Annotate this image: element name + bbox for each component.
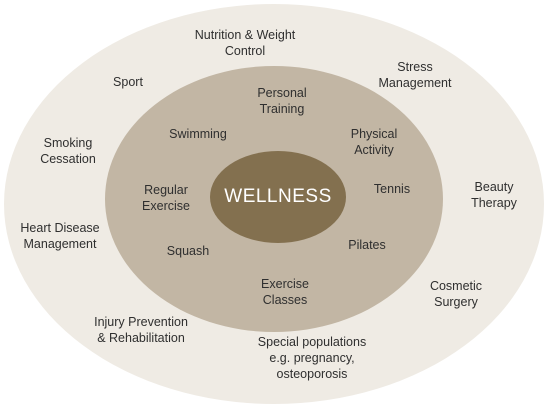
label-line: Beauty <box>474 180 514 194</box>
middle-label-tennis: Tennis <box>374 181 410 197</box>
middle-label-swimming: Swimming <box>169 126 227 142</box>
outer-label-nutrition-weight-control: Nutrition & Weight Control <box>195 27 296 59</box>
label-line: e.g. pregnancy, <box>269 351 355 365</box>
outer-label-heart-disease-management: Heart Disease Management <box>20 220 99 252</box>
label-line: Heart Disease <box>20 221 100 235</box>
label-line: Special populations <box>257 335 367 349</box>
outer-label-special-populations: Special populations e.g. pregnancy, osteop… <box>258 334 366 382</box>
label-line: Regular <box>144 183 188 197</box>
outer-label-cosmetic-surgery: Cosmetic Surgery <box>430 278 482 310</box>
label-line: Training <box>259 102 305 116</box>
label-line: Personal <box>257 86 307 100</box>
label-line: Physical <box>350 127 398 141</box>
label-line: Therapy <box>471 196 517 210</box>
middle-label-physical-activity: Physical Activity <box>351 126 398 158</box>
label-line: Tennis <box>373 182 411 196</box>
label-line: osteoporosis <box>276 367 348 381</box>
label-line: & Rehabilitation <box>97 331 185 345</box>
label-line: Pilates <box>348 238 386 252</box>
label-line: Exercise <box>261 277 309 291</box>
label-line: Exercise <box>142 199 190 213</box>
label-line: Nutrition & Weight <box>194 28 296 42</box>
label-line: Swimming <box>169 127 227 141</box>
label-line: Squash <box>166 244 210 258</box>
label-line: Sport <box>113 75 143 89</box>
label-line: Surgery <box>434 295 478 309</box>
label-line: Classes <box>262 293 308 307</box>
label-line: Smoking <box>43 136 93 150</box>
label-line: Cosmetic <box>429 279 483 293</box>
outer-label-sport: Sport <box>113 74 143 90</box>
label-line: Injury Prevention <box>94 315 188 329</box>
center-label: WELLNESS <box>224 186 332 207</box>
outer-label-stress-management: Stress Management <box>379 59 452 91</box>
inner-circle <box>210 151 346 243</box>
outer-label-beauty-therapy: Beauty Therapy <box>471 179 517 211</box>
outer-label-smoking-cessation: Smoking Cessation <box>40 135 96 167</box>
middle-label-regular-exercise: Regular Exercise <box>142 182 190 214</box>
label-line: Activity <box>354 143 394 157</box>
middle-label-squash: Squash <box>167 243 209 259</box>
label-line: Management <box>23 237 97 251</box>
label-line: Management <box>378 76 452 90</box>
label-line: Control <box>224 44 266 58</box>
middle-label-pilates: Pilates <box>348 237 386 253</box>
outer-label-injury-prevention-rehabilitation: Injury Prevention & Rehabilitation <box>94 314 188 346</box>
middle-label-exercise-classes: Exercise Classes <box>261 276 309 308</box>
label-line: Stress <box>397 60 433 74</box>
middle-label-personal-training: Personal Training <box>257 85 306 117</box>
label-line: Cessation <box>40 152 96 166</box>
